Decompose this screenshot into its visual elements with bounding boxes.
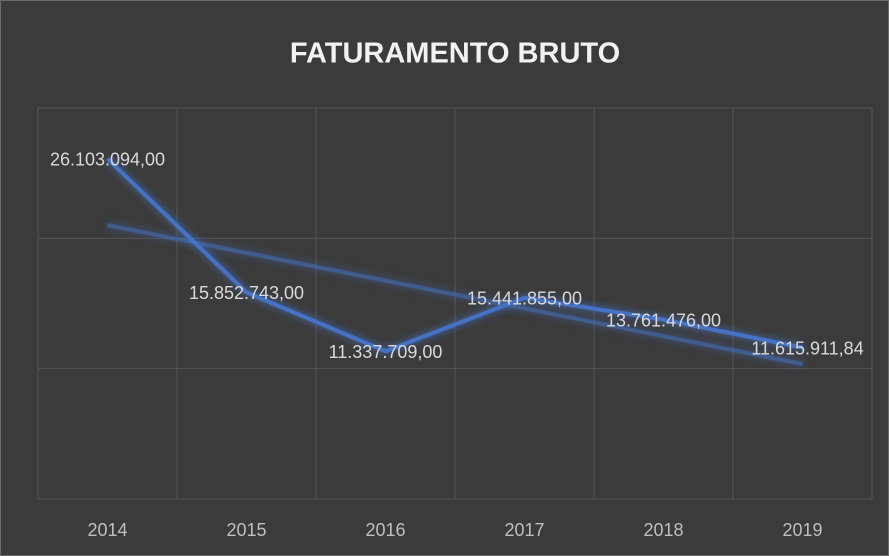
x-tick-label: 2017 <box>504 520 544 540</box>
x-tick-label: 2014 <box>87 520 127 540</box>
data-label: 15.441.855,00 <box>467 288 582 308</box>
x-tick-label: 2018 <box>643 520 683 540</box>
x-tick-label: 2015 <box>226 520 266 540</box>
data-line <box>106 157 803 354</box>
data-label: 13.761.476,00 <box>606 310 721 330</box>
data-label: 11.615.911,84 <box>751 338 863 358</box>
chart-title: FATURAMENTO BRUTO <box>290 38 620 70</box>
data-label: 26.103.094,00 <box>50 150 165 170</box>
data-label: 11.337.709,00 <box>329 342 443 362</box>
x-tick-label: 2019 <box>782 520 822 540</box>
x-tick-label: 2016 <box>365 520 405 540</box>
trendline <box>107 223 803 366</box>
data-label: 15.852.743,00 <box>189 283 304 303</box>
